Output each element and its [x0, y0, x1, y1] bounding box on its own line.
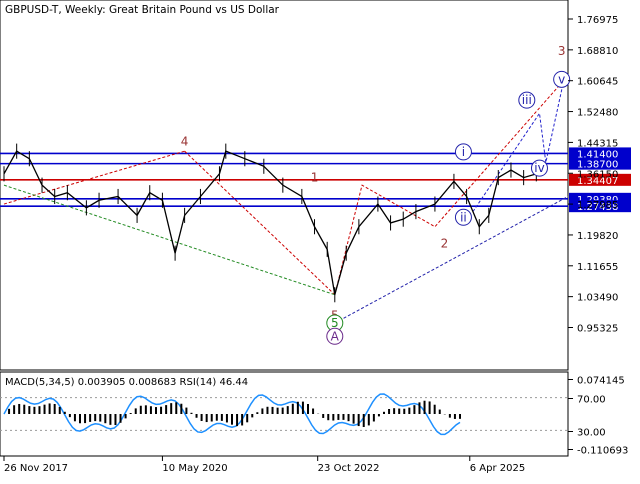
wave-label-2: 2 — [441, 237, 449, 251]
level-tag-label-4: 1.27438 — [577, 202, 618, 213]
level-tag-label-0: 1.41400 — [577, 149, 618, 160]
price-tick-label-1: 1.68810 — [577, 46, 618, 57]
wave-circle-7 — [518, 91, 536, 109]
level-tag-0 — [569, 147, 631, 160]
oscillator-series — [0, 393, 568, 436]
date-tick-label-0: 26 Nov 2017 — [4, 463, 68, 474]
main-plot-area — [0, 0, 569, 371]
price-tick-label-6: 1.27985 — [577, 200, 618, 211]
level-tag-label-1: 1.38700 — [577, 160, 618, 171]
axes: 1.76975 1.68810 1.60645 1.52480 1.44315 1.361… — [3, 15, 628, 474]
osc-tick-label-2: 30.00 — [577, 428, 606, 439]
wave-circle-9 — [553, 70, 571, 88]
wave-label-9: v — [558, 72, 565, 86]
price-tick-label-5: 1.36150 — [577, 169, 618, 180]
wave-label-8: iv — [534, 161, 544, 175]
wave-label-4: 3 — [558, 44, 566, 58]
indicator-legend: MACD(5,34,5) 0.003905 0.008683 RSI(14) 4… — [5, 377, 248, 388]
price-tick-label-10: 0.95325 — [577, 324, 618, 335]
wave-path-red — [184, 75, 569, 296]
chart-title: GBPUSD-T, Weekly: Great Britain Pound vs… — [5, 4, 280, 16]
price-tick-label-2: 1.60645 — [577, 77, 618, 88]
wave-annotations — [3, 75, 569, 324]
wave-label-7: iii — [522, 93, 532, 107]
rsi-line — [3, 393, 461, 436]
price-tick-label-7: 1.19820 — [577, 231, 618, 242]
price-tick-label-0: 1.76975 — [577, 15, 618, 26]
date-tick-label-3: 6 Apr 2025 — [470, 463, 525, 474]
wave-label-10: 5 — [331, 316, 339, 330]
wave-circle-8 — [530, 159, 548, 177]
osc-tick-label-0: 0.074145 — [577, 376, 625, 387]
price-tick-label-4: 1.44315 — [577, 138, 618, 149]
level-tag-label-2: 1.34407 — [577, 176, 618, 187]
wave-labels: 41253iiiiiiivv5A — [181, 44, 571, 345]
wave-path-green — [3, 184, 335, 296]
wave-circle-5 — [454, 143, 472, 161]
level-tag-2 — [569, 173, 631, 186]
price-tick-label-8: 1.11655 — [577, 262, 618, 273]
wave-circle-6 — [454, 208, 472, 226]
wave-path-blue — [472, 75, 566, 212]
wave-path-purple — [334, 196, 569, 324]
wave-circle-11 — [326, 327, 344, 345]
osc-tick-label-1: 70.00 — [577, 395, 606, 406]
level-tag-4 — [569, 200, 631, 213]
date-tick-label-2: 23 Oct 2022 — [318, 463, 380, 474]
wave-label-5: i — [462, 145, 465, 159]
wave-label-1: 1 — [311, 171, 319, 185]
price-series — [3, 143, 537, 303]
price-tick-label-9: 1.03490 — [577, 293, 618, 304]
osc-tick-label-3: -0.110693 — [577, 446, 628, 457]
wave-label-0: 4 — [181, 135, 189, 149]
wave-label-6: ii — [460, 210, 467, 224]
wave-label-11: A — [331, 329, 340, 343]
price-tick-label-3: 1.52480 — [577, 108, 618, 119]
level-tag-1 — [569, 157, 631, 170]
date-tick-label-1: 10 May 2020 — [162, 463, 227, 474]
